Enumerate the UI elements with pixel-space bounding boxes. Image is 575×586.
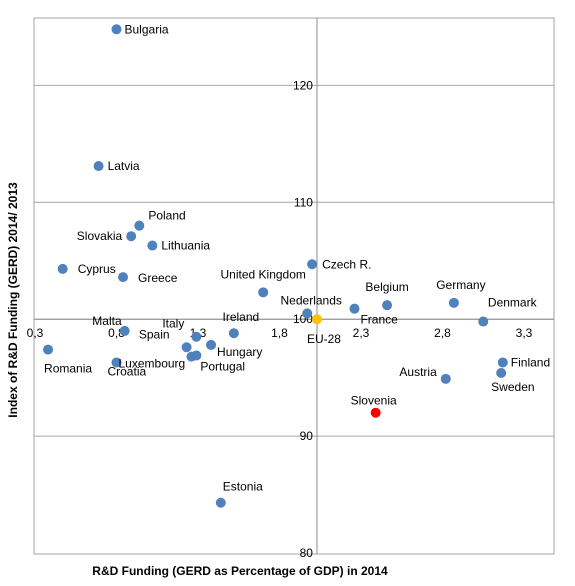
point-austria	[440, 373, 451, 384]
x-tick-label: 2,8	[434, 326, 451, 340]
point-poland	[134, 220, 145, 231]
data-points	[43, 24, 508, 508]
label-lithuania: Lithuania	[161, 239, 210, 253]
point-estonia	[215, 497, 226, 508]
point-malta	[119, 325, 130, 336]
y-axis-title: Index of R&D Funding (GERD) 2014/ 2013	[6, 182, 20, 418]
label-slovenia: Slovenia	[351, 394, 397, 408]
point-france	[349, 303, 360, 314]
point-romania	[43, 344, 54, 355]
point-latvia	[93, 161, 104, 172]
point-finland	[497, 357, 508, 368]
axes-crosshair	[34, 18, 554, 554]
label-latvia: Latvia	[108, 159, 140, 173]
label-denmark: Denmark	[488, 296, 538, 310]
point-ireland	[228, 328, 239, 339]
point-czech-r	[307, 259, 318, 270]
point-spain	[181, 342, 192, 353]
label-belgium: Belgium	[365, 280, 408, 294]
point-eu-28	[311, 314, 322, 325]
label-luxembourg: Luxembourg	[119, 356, 186, 370]
x-tick-label: 2,3	[353, 326, 370, 340]
label-cyprus: Cyprus	[78, 262, 116, 276]
label-czech-r: Czech R.	[322, 257, 371, 271]
label-austria: Austria	[399, 365, 437, 379]
label-greece: Greece	[138, 271, 178, 285]
y-tick-label: 120	[293, 78, 313, 92]
x-axis-title: R&D Funding (GERD as Percentage of GDP) …	[92, 564, 388, 578]
plot-area	[33, 17, 555, 555]
label-portugal: Portugal	[200, 359, 245, 373]
point-united-kingdom	[258, 287, 269, 298]
x-tick-label: 1,8	[271, 326, 288, 340]
point-cyprus	[57, 263, 68, 274]
label-finland: Finland	[511, 355, 550, 369]
label-croatia: Croatia	[107, 365, 146, 379]
point-germany	[448, 297, 459, 308]
x-tick-label: 3,3	[516, 326, 533, 340]
x-tick-label: 0,3	[27, 326, 44, 340]
label-slovakia: Slovakia	[77, 229, 123, 243]
point-lithuania	[147, 240, 158, 251]
point-italy	[191, 331, 202, 342]
point-slovenia	[370, 407, 381, 418]
point-belgium	[382, 300, 393, 311]
point-hungary	[206, 339, 217, 350]
y-tick-label: 80	[300, 546, 314, 560]
label-hungary: Hungary	[217, 345, 262, 359]
label-italy: Italy	[162, 317, 184, 331]
label-poland: Poland	[148, 209, 185, 223]
point-nederlands	[302, 308, 313, 319]
point-greece	[118, 272, 129, 283]
label-bulgaria: Bulgaria	[125, 22, 169, 36]
label-germany: Germany	[436, 278, 485, 292]
label-france: France	[360, 313, 398, 327]
label-romania: Romania	[44, 362, 92, 376]
point-croatia	[186, 351, 197, 362]
point-slovakia	[126, 231, 137, 242]
label-nederlands: Nederlands	[281, 293, 342, 307]
point-labels: Bulgaria Latvia Poland Slovakia Lithuania Cyp…	[44, 22, 550, 493]
label-united-kingdom: United Kingdom	[221, 267, 306, 281]
label-malta: Malta	[92, 314, 122, 328]
point-sweden	[496, 367, 507, 378]
point-bulgaria	[111, 24, 122, 35]
label-estonia: Estonia	[223, 480, 263, 494]
point-luxembourg	[111, 357, 122, 368]
y-tick-label: 90	[300, 429, 314, 443]
label-eu-28: EU-28	[307, 332, 341, 346]
label-ireland: Ireland	[223, 310, 260, 324]
point-denmark	[478, 316, 489, 327]
label-sweden: Sweden	[491, 380, 534, 394]
label-spain: Spain	[139, 327, 170, 341]
y-tick-label: 110	[294, 195, 313, 209]
